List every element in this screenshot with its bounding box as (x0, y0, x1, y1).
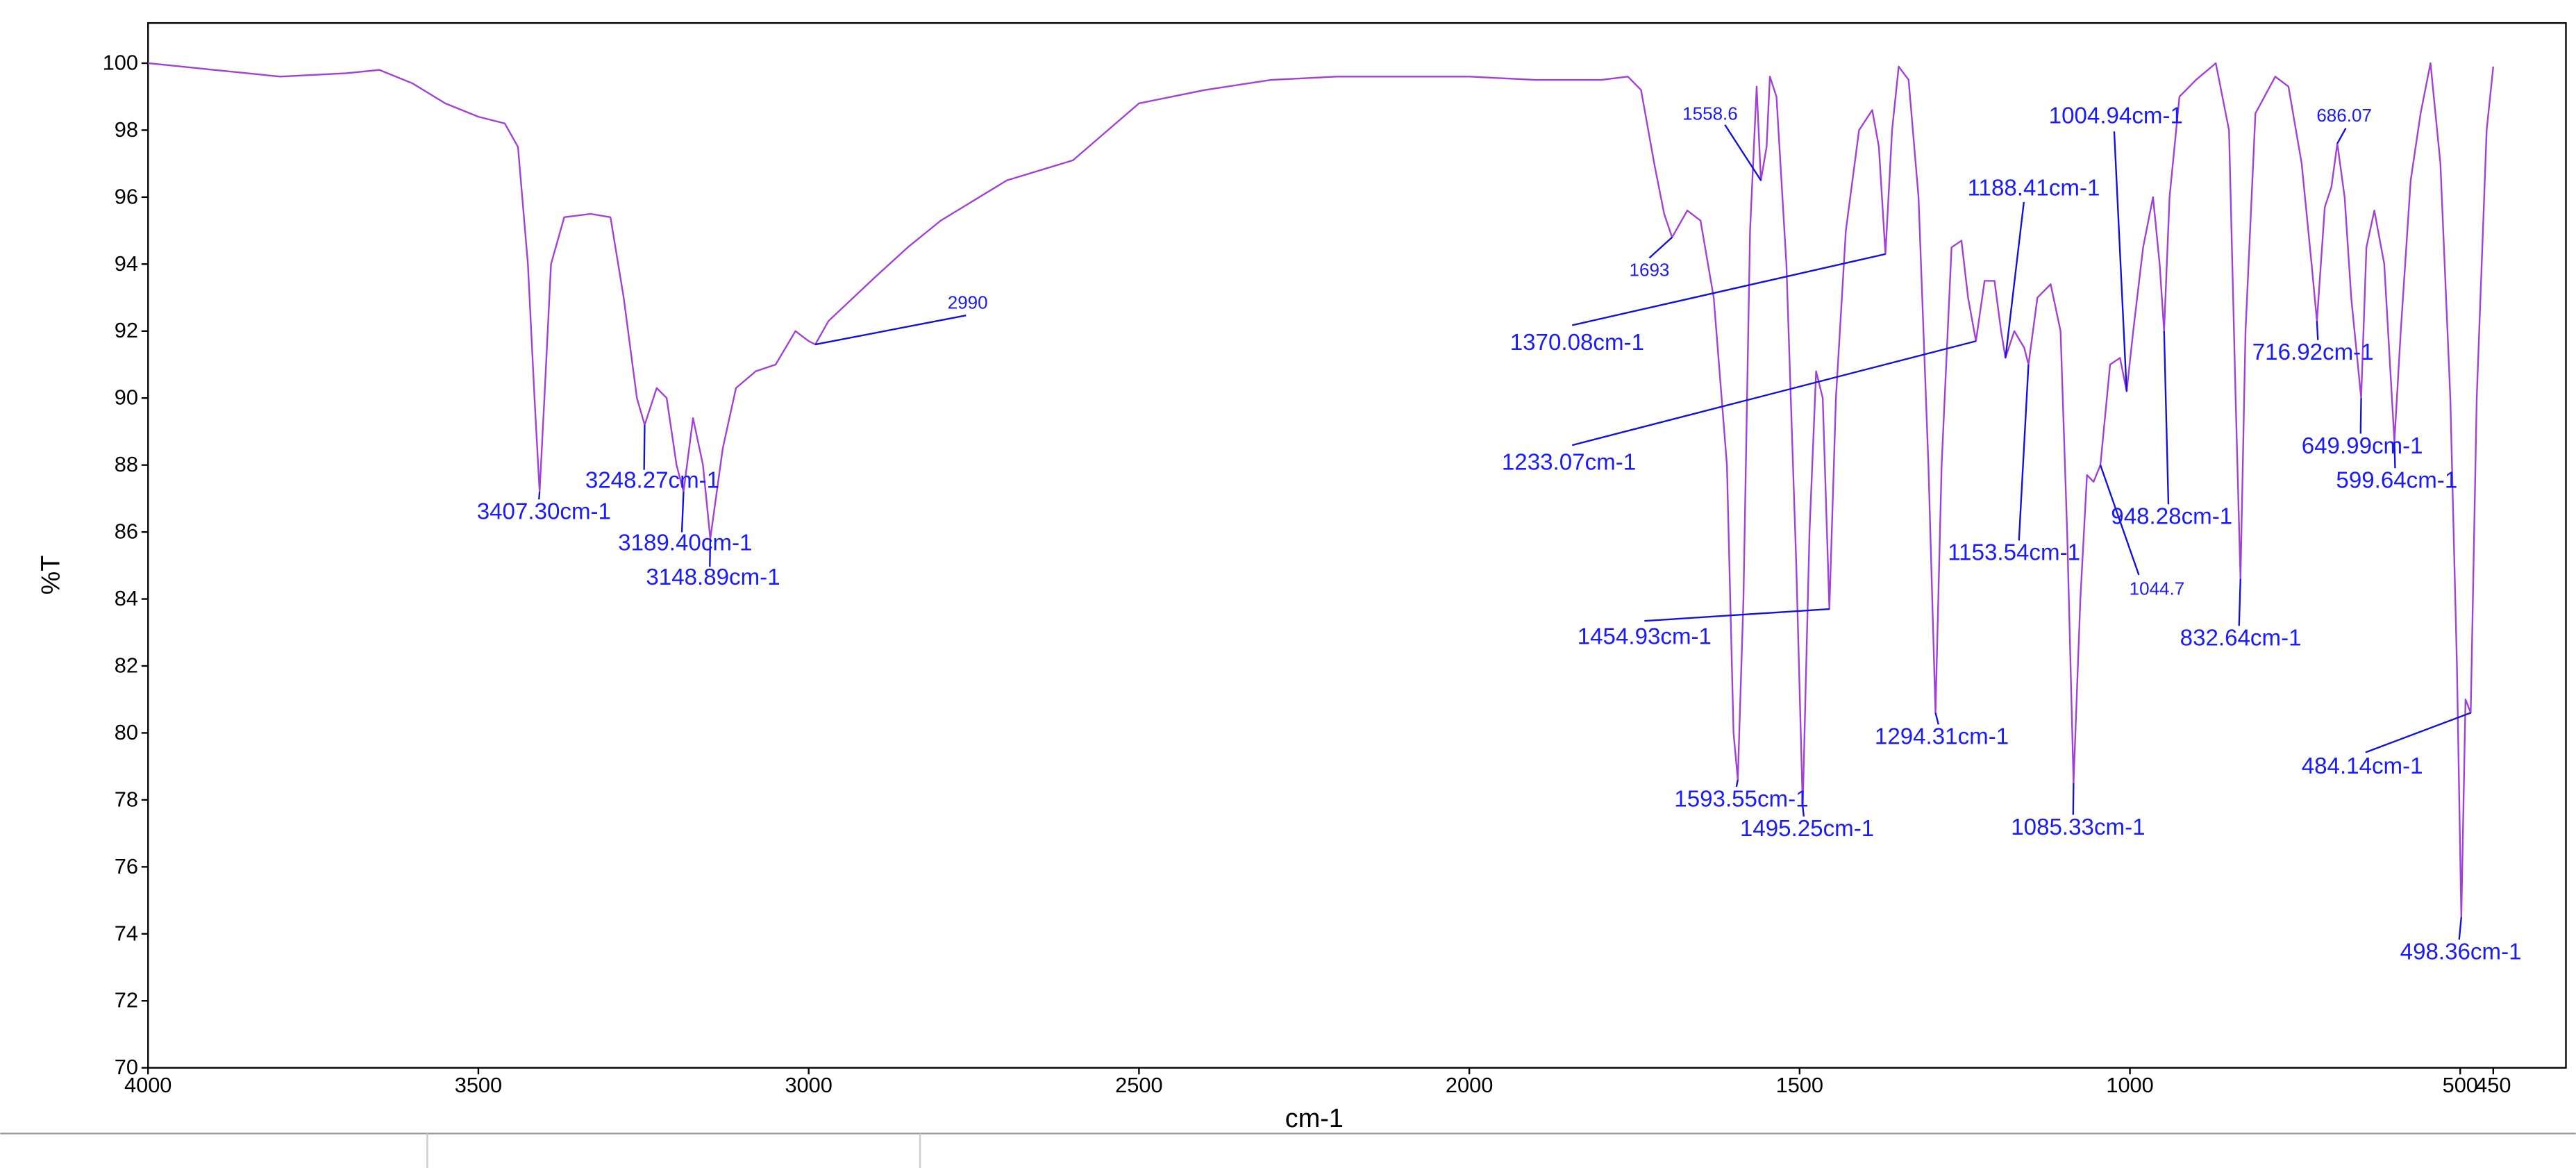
spectrum-line (148, 62, 2495, 918)
y-tick-label: 70 (115, 1055, 138, 1079)
y-tick-label: 94 (115, 251, 138, 276)
peak-leader (2018, 364, 2030, 541)
y-tick-label: 76 (115, 854, 138, 878)
peak-label: 1558.6 (1682, 103, 1738, 124)
peak-label: 649.99cm-1 (2302, 433, 2423, 459)
peak-leader (2316, 321, 2319, 340)
peak-leader (2365, 712, 2471, 753)
x-axis-label: cm-1 (1285, 1104, 1344, 1133)
peak-leader (1572, 253, 1886, 326)
peak-label: 1370.08cm-1 (1510, 330, 1644, 356)
peak-leader (2336, 127, 2347, 144)
peak-label: 1495.25cm-1 (1740, 816, 1874, 842)
peak-leader (1724, 124, 1762, 181)
peak-leader (2099, 465, 2140, 576)
x-tick-label: 500 (2443, 1073, 2478, 1097)
peak-leader (2163, 331, 2170, 505)
x-tick-label: 2000 (1446, 1073, 1493, 1097)
peak-label: 948.28cm-1 (2111, 504, 2232, 530)
y-tick-label: 96 (115, 184, 138, 208)
peak-label: 3148.89cm-1 (646, 565, 780, 590)
peak-leader (814, 315, 967, 346)
x-tick-label: 1000 (2106, 1073, 2153, 1097)
peak-label: 3248.27cm-1 (585, 468, 719, 494)
peak-label: 832.64cm-1 (2180, 626, 2302, 651)
peak-label: 1454.93cm-1 (1578, 624, 1712, 649)
y-tick-label: 100 (103, 50, 138, 74)
peak-label: 1004.94cm-1 (2049, 103, 2183, 128)
peak-leader (2238, 578, 2241, 626)
peak-label: 1085.33cm-1 (2011, 815, 2145, 840)
y-tick-label: 92 (115, 318, 138, 342)
y-tick-label: 80 (115, 720, 138, 744)
peak-leader (1648, 236, 1673, 259)
peak-label: 484.14cm-1 (2302, 753, 2423, 779)
peak-leader (538, 492, 541, 500)
plot-frame (147, 22, 2567, 1069)
y-tick-label: 78 (115, 787, 138, 811)
x-tick-label: 4000 (124, 1073, 172, 1097)
x-tick-label: 450 (2475, 1073, 2511, 1097)
peak-leader (2393, 441, 2396, 469)
peak-label: 1693 (1630, 259, 1670, 280)
y-tick-label: 74 (115, 921, 138, 945)
y-tick-label: 84 (115, 586, 138, 610)
peak-label: 3407.30cm-1 (477, 499, 611, 525)
peak-leader (680, 492, 685, 533)
x-tick-label: 2500 (1115, 1073, 1162, 1097)
peak-label: 1233.07cm-1 (1502, 450, 1636, 476)
peak-leader (2005, 201, 2025, 358)
y-tick-label: 72 (115, 988, 138, 1012)
peak-label: 3189.40cm-1 (618, 531, 752, 556)
peak-label: 599.64cm-1 (2336, 468, 2457, 494)
peak-label: 1153.54cm-1 (1948, 540, 2080, 566)
peak-leader (2458, 917, 2463, 940)
y-tick-label: 88 (115, 452, 138, 476)
peak-leader (1735, 779, 1739, 787)
y-tick-label: 98 (115, 117, 138, 142)
peak-leader (1571, 340, 1977, 447)
peak-label: 686.07 (2316, 105, 2372, 126)
peak-label: 1593.55cm-1 (1674, 787, 1808, 812)
peak-label: 1044.7 (2130, 578, 2185, 599)
y-axis-label: %T (36, 556, 65, 595)
y-tick-label: 90 (115, 385, 138, 410)
peak-label: 498.36cm-1 (2400, 940, 2522, 965)
peak-label: 2990 (948, 292, 988, 313)
peak-leader (643, 424, 646, 470)
x-tick-label: 1500 (1776, 1073, 1823, 1097)
peak-label: 716.92cm-1 (2252, 340, 2374, 365)
y-tick-label: 86 (115, 519, 138, 544)
x-tick-label: 3500 (455, 1073, 502, 1097)
peak-label: 1188.41cm-1 (1968, 176, 2100, 201)
peak-leader (1934, 712, 1939, 725)
peak-leader (2113, 131, 2128, 392)
y-tick-label: 82 (115, 653, 138, 677)
x-tick-label: 3000 (785, 1073, 832, 1097)
peak-leader (2072, 783, 2075, 815)
peak-leader (1644, 608, 1830, 622)
peak-label: 1294.31cm-1 (1875, 724, 2009, 750)
